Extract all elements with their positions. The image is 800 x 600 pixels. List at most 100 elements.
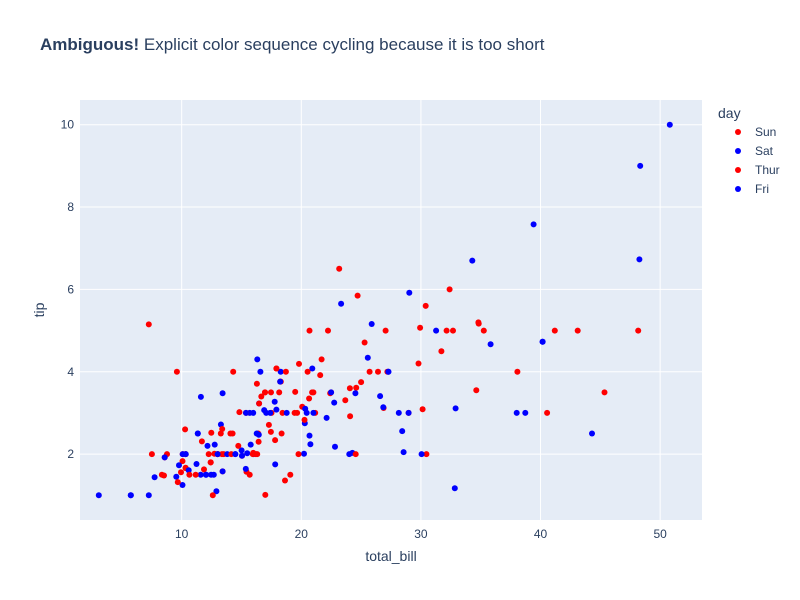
data-point[interactable] bbox=[282, 368, 289, 375]
data-point[interactable] bbox=[224, 451, 231, 458]
data-point[interactable] bbox=[208, 471, 215, 478]
data-point[interactable] bbox=[253, 430, 260, 437]
data-point[interactable] bbox=[182, 426, 189, 433]
data-point[interactable] bbox=[173, 368, 180, 375]
data-point[interactable] bbox=[480, 327, 487, 334]
data-point[interactable] bbox=[185, 467, 192, 474]
data-point[interactable] bbox=[208, 429, 215, 436]
data-point[interactable] bbox=[262, 491, 269, 498]
data-point[interactable] bbox=[194, 430, 201, 437]
data-point[interactable] bbox=[262, 389, 268, 396]
data-point[interactable] bbox=[422, 302, 429, 309]
data-point[interactable] bbox=[272, 437, 279, 444]
data-point[interactable] bbox=[353, 384, 360, 391]
data-point[interactable] bbox=[267, 428, 274, 435]
data-point[interactable] bbox=[279, 409, 286, 416]
data-point[interactable] bbox=[277, 378, 284, 385]
data-point[interactable] bbox=[176, 462, 182, 469]
data-point[interactable] bbox=[148, 451, 155, 458]
data-point[interactable] bbox=[328, 389, 335, 396]
legend-item-thur[interactable]: Thur bbox=[735, 163, 780, 177]
data-point[interactable] bbox=[254, 356, 261, 363]
data-point[interactable] bbox=[257, 368, 264, 375]
data-point[interactable] bbox=[193, 461, 200, 467]
data-point[interactable] bbox=[261, 407, 268, 414]
legend-item-sun[interactable]: Sun bbox=[735, 125, 776, 139]
data-point[interactable] bbox=[400, 449, 407, 456]
data-point[interactable] bbox=[514, 368, 521, 375]
data-point[interactable] bbox=[433, 327, 440, 334]
data-point[interactable] bbox=[265, 421, 272, 428]
data-point[interactable] bbox=[302, 405, 309, 412]
data-point[interactable] bbox=[423, 451, 430, 458]
data-point[interactable] bbox=[368, 321, 375, 327]
data-point[interactable] bbox=[273, 406, 280, 413]
data-point[interactable] bbox=[247, 441, 254, 448]
data-point[interactable] bbox=[95, 492, 102, 499]
data-point[interactable] bbox=[443, 327, 450, 334]
data-point[interactable] bbox=[395, 409, 402, 416]
data-point[interactable] bbox=[238, 447, 245, 454]
data-point[interactable] bbox=[283, 409, 290, 416]
data-point[interactable] bbox=[198, 438, 205, 445]
data-point[interactable] bbox=[145, 321, 152, 328]
data-point[interactable] bbox=[309, 389, 316, 396]
data-point[interactable] bbox=[253, 380, 260, 387]
data-point[interactable] bbox=[522, 409, 529, 416]
data-point[interactable] bbox=[469, 257, 476, 264]
data-point[interactable] bbox=[637, 162, 644, 169]
data-point[interactable] bbox=[219, 468, 226, 475]
data-point[interactable] bbox=[213, 488, 220, 495]
data-point[interactable] bbox=[197, 471, 204, 478]
data-point[interactable] bbox=[255, 438, 262, 445]
data-point[interactable] bbox=[296, 360, 302, 367]
data-point[interactable] bbox=[544, 409, 551, 416]
data-point[interactable] bbox=[182, 451, 189, 458]
data-point[interactable] bbox=[380, 404, 387, 411]
data-point[interactable] bbox=[354, 292, 361, 299]
data-point[interactable] bbox=[203, 471, 209, 478]
data-point[interactable] bbox=[375, 368, 381, 375]
data-point[interactable] bbox=[186, 471, 193, 478]
data-point[interactable] bbox=[239, 452, 245, 459]
data-point[interactable] bbox=[246, 471, 253, 478]
data-point[interactable] bbox=[385, 368, 392, 375]
data-point[interactable] bbox=[179, 458, 186, 465]
data-point[interactable] bbox=[204, 442, 211, 449]
data-point[interactable] bbox=[366, 368, 373, 375]
data-point[interactable] bbox=[574, 327, 581, 334]
data-point[interactable] bbox=[364, 354, 371, 361]
data-point[interactable] bbox=[282, 477, 288, 484]
data-point[interactable] bbox=[307, 441, 314, 448]
data-point[interactable] bbox=[306, 327, 313, 334]
data-point[interactable] bbox=[256, 400, 263, 407]
data-point[interactable] bbox=[352, 390, 359, 397]
data-point[interactable] bbox=[192, 471, 199, 478]
data-point[interactable] bbox=[151, 474, 158, 481]
data-point[interactable] bbox=[278, 430, 285, 437]
data-point[interactable] bbox=[636, 256, 643, 263]
data-point[interactable] bbox=[174, 479, 181, 486]
data-point[interactable] bbox=[250, 409, 257, 416]
data-point[interactable] bbox=[232, 451, 239, 458]
data-point[interactable] bbox=[229, 430, 236, 437]
data-point[interactable] bbox=[277, 368, 284, 375]
data-point[interactable] bbox=[178, 469, 184, 476]
data-point[interactable] bbox=[309, 365, 316, 372]
data-point[interactable] bbox=[589, 430, 595, 437]
data-point[interactable] bbox=[209, 492, 216, 499]
data-point[interactable] bbox=[304, 368, 311, 375]
data-point[interactable] bbox=[382, 327, 389, 334]
data-point[interactable] bbox=[219, 426, 226, 432]
data-point[interactable] bbox=[306, 432, 313, 439]
data-point[interactable] bbox=[336, 265, 343, 272]
data-point[interactable] bbox=[318, 356, 325, 363]
legend-item-fri[interactable]: Fri bbox=[735, 182, 769, 196]
data-point[interactable] bbox=[450, 327, 456, 334]
data-point[interactable] bbox=[271, 398, 278, 405]
data-point[interactable] bbox=[323, 414, 330, 421]
data-point[interactable] bbox=[539, 338, 546, 345]
data-point[interactable] bbox=[258, 393, 265, 400]
data-point[interactable] bbox=[358, 379, 365, 386]
data-point[interactable] bbox=[292, 388, 299, 395]
